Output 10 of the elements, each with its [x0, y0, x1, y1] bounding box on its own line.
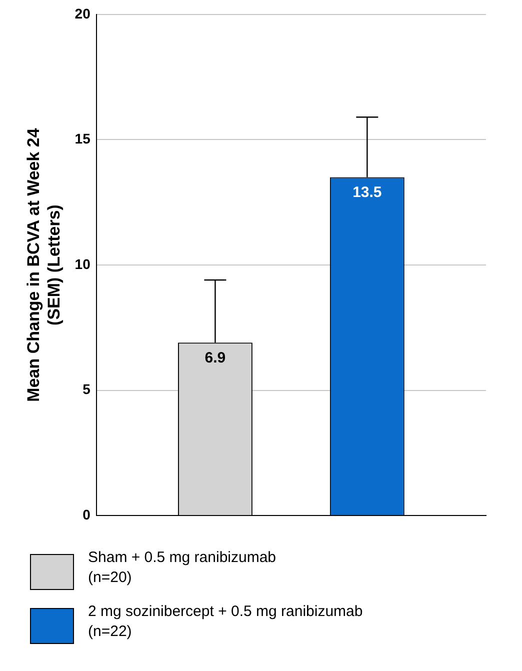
legend-label: Sham + 0.5 mg ranibizumab (n=20) [88, 548, 276, 588]
legend-label: 2 mg sozinibercept + 0.5 mg ranibizumab (n=22) [88, 602, 363, 642]
y-tick-label: 15 [74, 130, 91, 147]
y-tick-label: 5 [82, 381, 91, 398]
y-tick-label: 0 [82, 506, 91, 522]
y-axis-title: Mean Change in BCVA at Week 24 (SEM) (Letters) [24, 128, 64, 402]
y-tick-label: 20 [74, 5, 91, 22]
data-label: 13.5 [352, 184, 382, 201]
y-tick-label: 10 [74, 256, 91, 272]
data-label: 6.9 [204, 349, 226, 366]
